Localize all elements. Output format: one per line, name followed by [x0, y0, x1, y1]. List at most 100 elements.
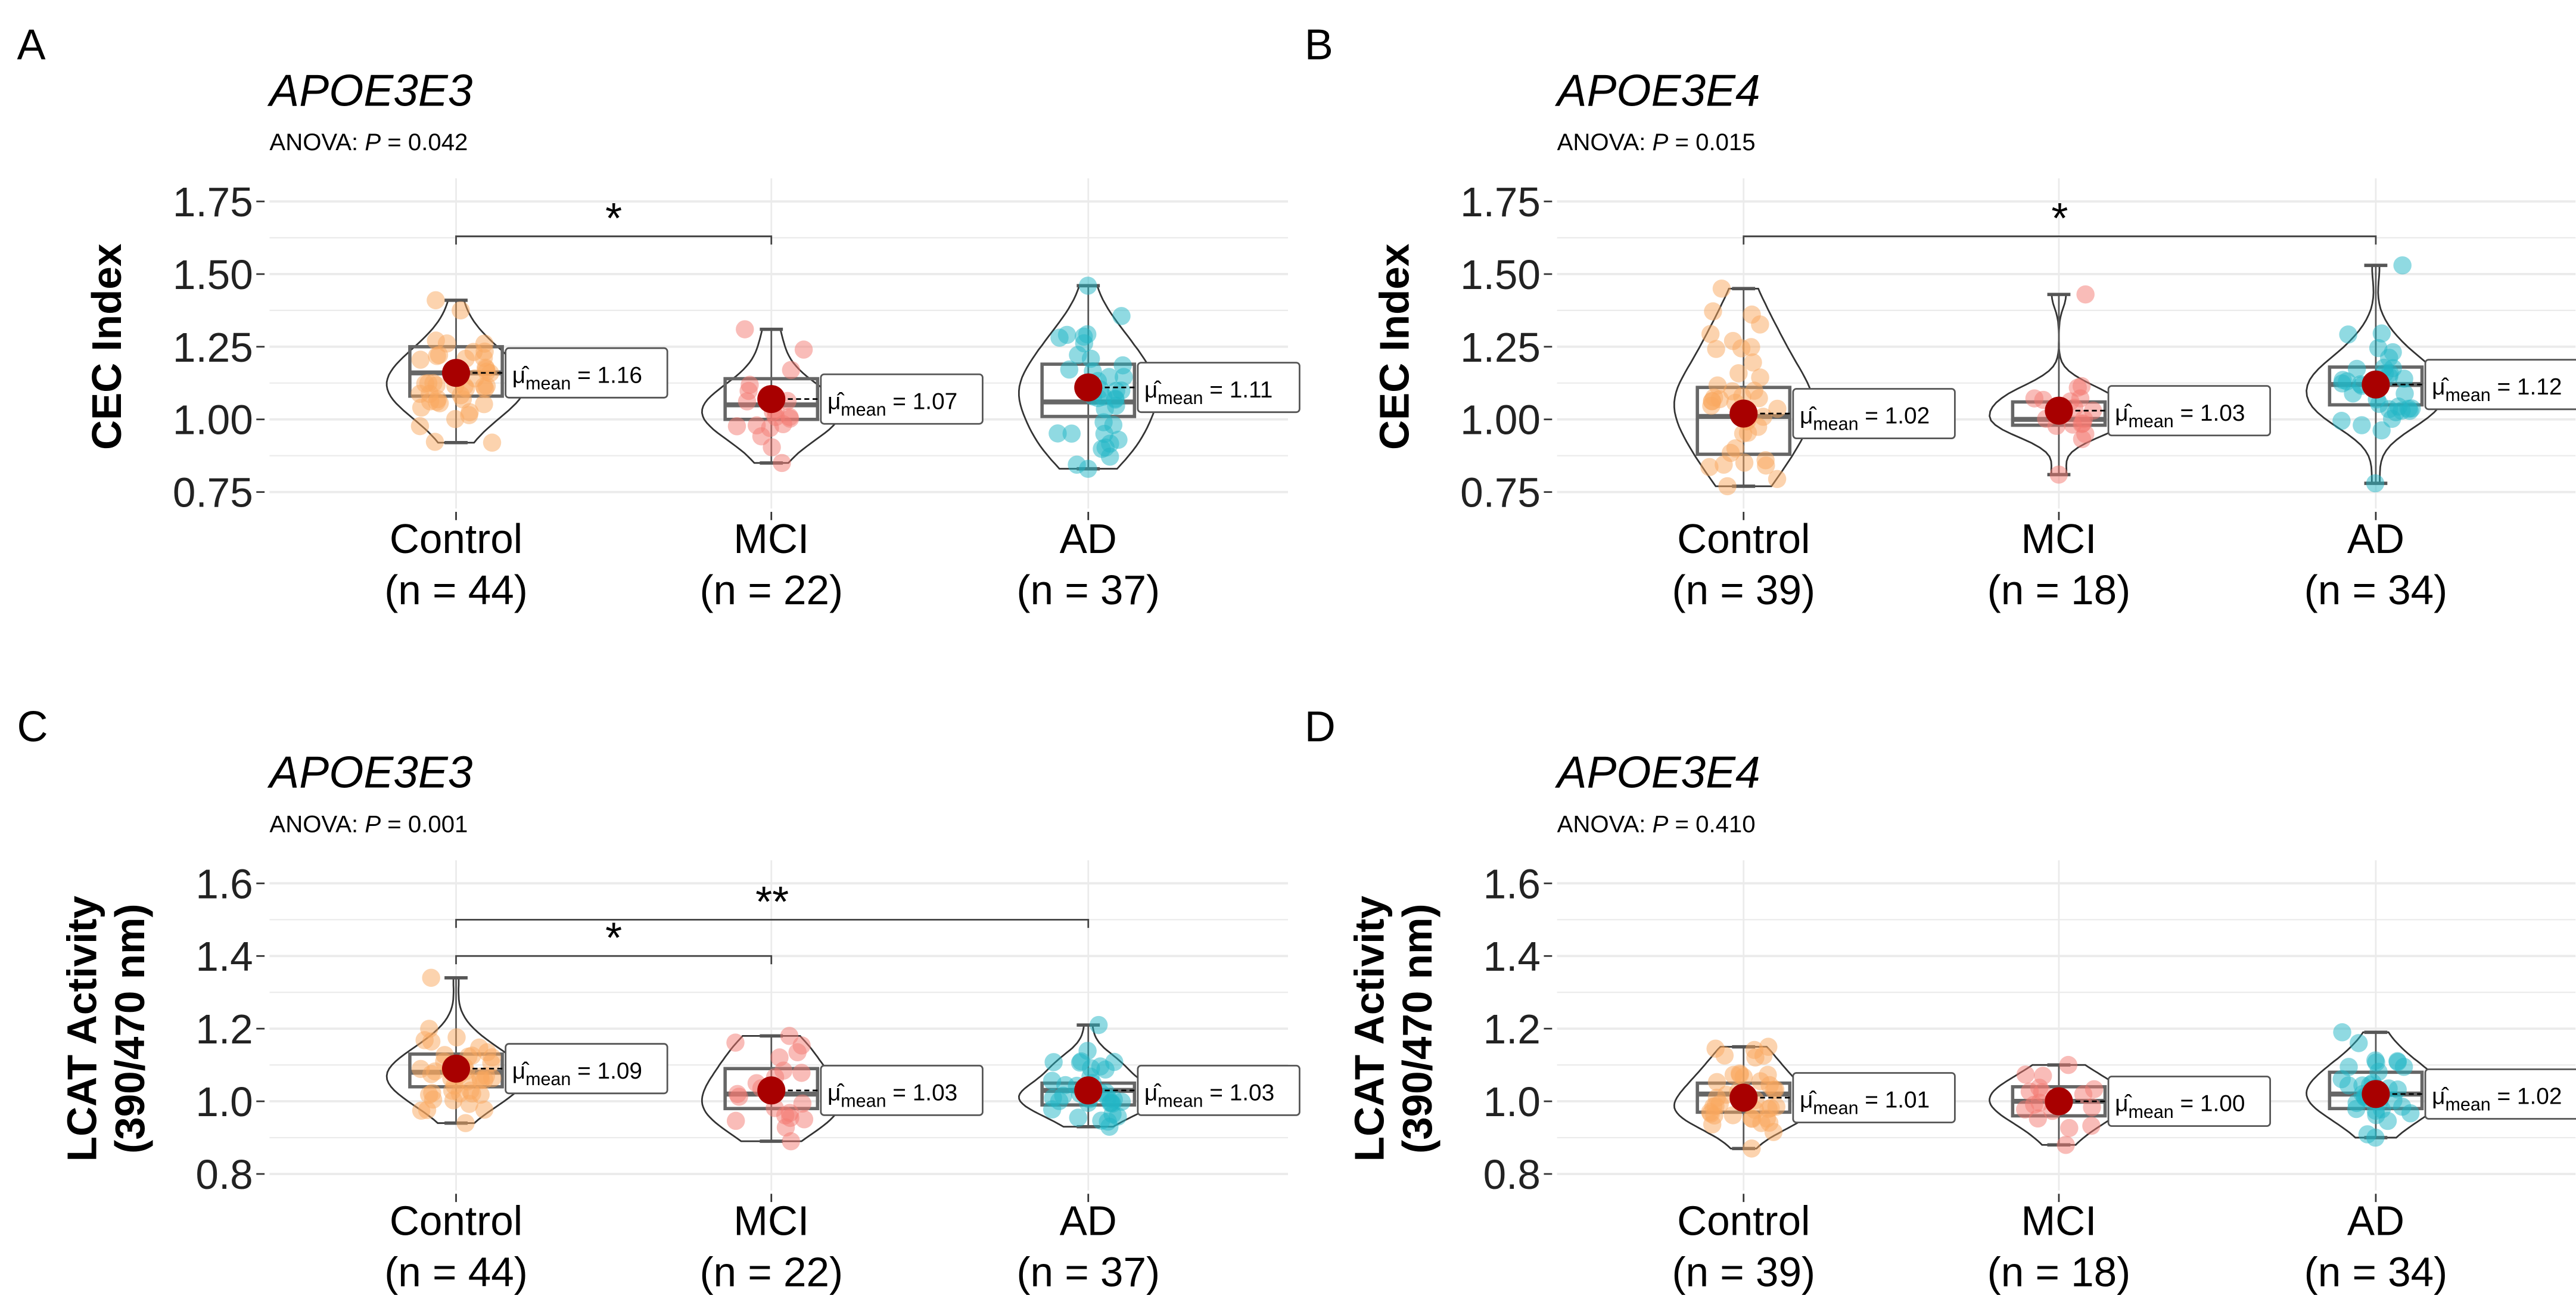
mean-point — [2362, 370, 2390, 399]
mean-label-box — [820, 1064, 984, 1116]
mean-value: = 1.12 — [2491, 374, 2562, 400]
data-point — [1109, 1107, 1127, 1126]
anova-annotation: ANOVA: P = 0.410 — [1557, 810, 1756, 837]
mean-label-text: μ̂mean = 1.00 — [2115, 1091, 2245, 1122]
mean-label: μ̂mean = 1.11 — [1137, 362, 1301, 414]
data-point — [1735, 453, 1754, 472]
mean-label-text: μ̂mean = 1.12 — [2432, 374, 2562, 405]
mean-label-box — [1792, 1072, 1956, 1123]
x-tick-label: MCI — [2021, 1198, 2096, 1244]
data-point — [2073, 414, 2092, 433]
data-point — [2016, 1065, 2035, 1084]
mean-label: μ̂mean = 1.07 — [820, 373, 984, 425]
x-tick-n-label: (n = 34) — [2304, 1248, 2448, 1295]
data-point — [2049, 465, 2068, 484]
mean-point — [2045, 396, 2073, 425]
y-tick-label: 1.6 — [1483, 860, 1541, 907]
x-tick-n-label: (n = 44) — [384, 567, 528, 613]
data-point — [1044, 1053, 1063, 1071]
data-point — [780, 1027, 799, 1045]
anova-annotation: ANOVA: P = 0.042 — [269, 129, 468, 156]
mean-point — [1074, 1076, 1103, 1105]
mean-point — [441, 1054, 471, 1083]
data-point — [2401, 1104, 2420, 1123]
data-point — [410, 417, 430, 436]
data-point — [411, 350, 430, 369]
data-point — [471, 1071, 490, 1089]
data-point — [2059, 1055, 2078, 1074]
data-point — [2367, 1106, 2385, 1124]
data-point — [1089, 1015, 1108, 1034]
mean-point — [441, 359, 471, 387]
data-point — [425, 433, 444, 451]
data-point — [1105, 1052, 1124, 1071]
panel-letter: D — [1305, 703, 1336, 751]
mean-point — [1074, 373, 1103, 402]
data-point — [1704, 302, 1722, 321]
x-tick-label: MCI — [2021, 515, 2096, 562]
data-point — [427, 393, 446, 411]
data-point — [1723, 331, 1743, 350]
x-tick-label: Control — [390, 515, 522, 562]
data-point — [1100, 368, 1118, 386]
mean-point — [2045, 1087, 2073, 1116]
mean-label-box — [2107, 385, 2271, 437]
y-tick-label: 1.4 — [1483, 933, 1541, 980]
data-point — [483, 433, 502, 452]
mean-subscript: mean — [841, 1091, 886, 1111]
data-point — [2025, 389, 2044, 408]
y-tick-label: 0.75 — [1460, 470, 1541, 516]
mean-label: μ̂mean = 1.03 — [820, 1064, 984, 1116]
mean-value: = 1.11 — [1203, 377, 1273, 403]
x-tick-label: Control — [1677, 1198, 1810, 1244]
data-point — [1094, 413, 1113, 431]
p-symbol: P — [365, 810, 381, 837]
mean-value: = 1.02 — [1859, 403, 1930, 429]
panel-title: APOE3E3 — [267, 65, 472, 115]
y-tick-label: 0.8 — [1483, 1151, 1541, 1198]
data-point — [726, 1033, 745, 1052]
data-point — [1113, 356, 1132, 375]
y-axis-title-line: LCAT Activity — [1346, 896, 1393, 1162]
mean-subscript: mean — [2129, 411, 2174, 431]
data-point — [780, 408, 799, 426]
data-point — [1754, 408, 1772, 426]
data-point — [747, 416, 766, 435]
data-point — [792, 1064, 811, 1082]
x-tick-n-label: (n = 22) — [699, 567, 843, 613]
data-point — [1707, 1073, 1726, 1092]
y-axis-title: CEC Index — [1371, 244, 1417, 450]
data-point — [412, 398, 431, 417]
mean-label-text: μ̂mean = 1.16 — [512, 362, 642, 393]
data-point — [1701, 325, 1720, 343]
data-point — [1075, 334, 1094, 353]
p-value: = 0.001 — [381, 810, 468, 837]
x-tick-label: Control — [1677, 515, 1810, 562]
x-tick-label: AD — [1060, 515, 1117, 562]
data-point — [1756, 451, 1775, 470]
data-point — [452, 301, 470, 320]
y-tick-label: 1.0 — [195, 1079, 253, 1125]
data-point — [1726, 439, 1745, 458]
data-point — [456, 1114, 475, 1132]
panel-title: APOE3E4 — [1555, 65, 1760, 115]
data-point — [776, 1118, 795, 1137]
mean-subscript: mean — [1813, 1098, 1858, 1119]
mean-label-box — [1792, 388, 1956, 439]
y-tick-label: 1.2 — [1483, 1006, 1541, 1052]
mean-subscript: mean — [1813, 414, 1858, 434]
x-tick-n-label: (n = 18) — [1987, 567, 2131, 613]
data-point — [794, 340, 813, 359]
p-value: = 0.410 — [1668, 810, 1755, 837]
data-point — [2083, 1098, 2101, 1117]
mean-subscript: mean — [2129, 1102, 2174, 1122]
mean-subscript: mean — [1158, 388, 1203, 408]
mean-point — [757, 1076, 786, 1105]
p-symbol: P — [1653, 810, 1669, 837]
data-point — [2347, 359, 2366, 378]
significance-bracket — [455, 955, 773, 965]
x-tick-label: AD — [2347, 515, 2404, 562]
mean-label-text: μ̂mean = 1.02 — [1800, 403, 1930, 434]
data-point — [2399, 399, 2418, 418]
mean-label: μ̂mean = 1.00 — [2107, 1076, 2271, 1127]
